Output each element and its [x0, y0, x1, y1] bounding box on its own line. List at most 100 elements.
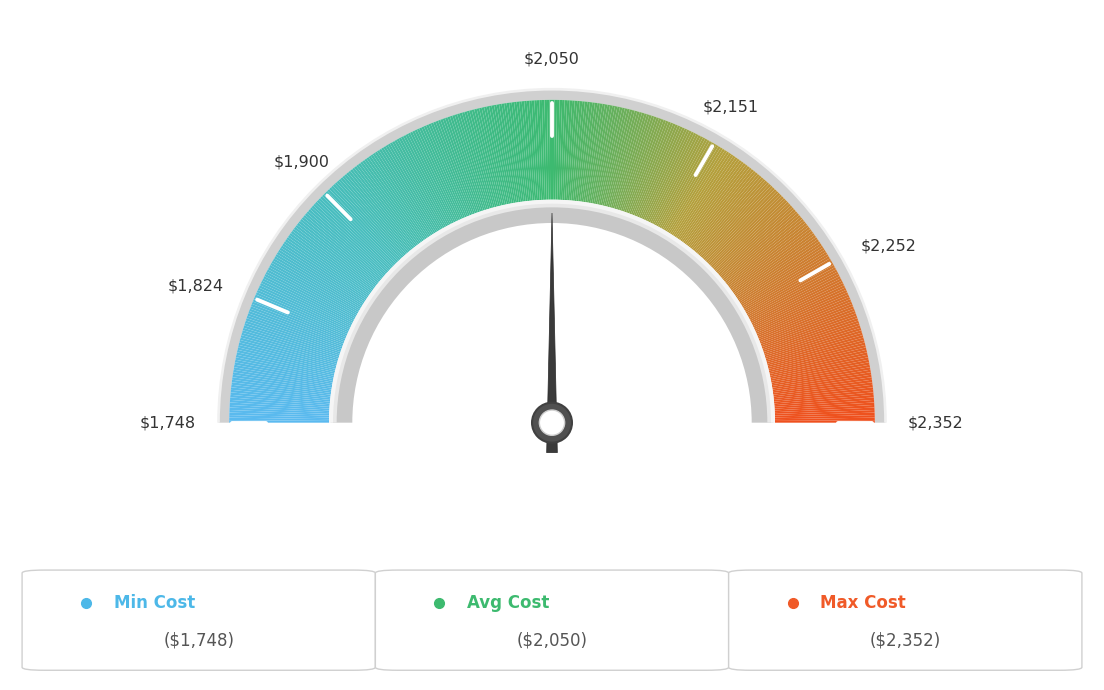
Wedge shape	[514, 102, 528, 201]
Wedge shape	[317, 200, 391, 270]
Wedge shape	[232, 377, 331, 393]
Wedge shape	[624, 117, 659, 213]
Wedge shape	[639, 126, 680, 218]
Wedge shape	[245, 321, 340, 354]
Wedge shape	[279, 248, 364, 303]
Wedge shape	[640, 126, 682, 219]
Wedge shape	[563, 100, 570, 200]
Wedge shape	[283, 244, 367, 300]
Wedge shape	[629, 120, 666, 214]
Wedge shape	[399, 137, 447, 226]
Wedge shape	[673, 152, 730, 236]
Wedge shape	[633, 121, 671, 215]
FancyBboxPatch shape	[729, 570, 1082, 670]
Wedge shape	[484, 106, 507, 205]
Wedge shape	[230, 397, 330, 407]
Wedge shape	[716, 206, 793, 274]
Wedge shape	[379, 149, 434, 235]
Wedge shape	[774, 393, 873, 404]
Wedge shape	[680, 159, 740, 242]
Wedge shape	[217, 88, 887, 423]
Wedge shape	[342, 175, 408, 253]
Wedge shape	[611, 111, 639, 208]
Wedge shape	[337, 181, 404, 257]
Wedge shape	[329, 199, 775, 423]
Wedge shape	[354, 166, 416, 246]
Wedge shape	[347, 172, 411, 251]
Wedge shape	[601, 108, 625, 206]
Wedge shape	[339, 179, 406, 255]
Wedge shape	[426, 124, 467, 217]
Wedge shape	[230, 402, 329, 411]
Wedge shape	[746, 265, 835, 315]
Wedge shape	[684, 163, 746, 244]
Wedge shape	[230, 408, 329, 414]
Wedge shape	[232, 375, 331, 391]
Wedge shape	[704, 188, 775, 262]
Wedge shape	[637, 124, 678, 217]
Wedge shape	[771, 362, 870, 383]
FancyBboxPatch shape	[375, 570, 729, 670]
Wedge shape	[390, 142, 442, 230]
Wedge shape	[237, 350, 335, 374]
Wedge shape	[561, 100, 567, 200]
Wedge shape	[566, 101, 575, 200]
Wedge shape	[709, 193, 781, 265]
Wedge shape	[331, 201, 773, 423]
Wedge shape	[461, 112, 491, 208]
Wedge shape	[385, 145, 438, 232]
Wedge shape	[311, 206, 388, 274]
Wedge shape	[307, 211, 383, 278]
Text: Avg Cost: Avg Cost	[467, 594, 550, 612]
Wedge shape	[775, 410, 874, 415]
Wedge shape	[773, 377, 872, 393]
Wedge shape	[256, 292, 348, 334]
Wedge shape	[613, 112, 643, 208]
Wedge shape	[756, 292, 848, 334]
Wedge shape	[230, 400, 330, 408]
Wedge shape	[683, 161, 744, 244]
Wedge shape	[364, 159, 424, 242]
Text: $2,050: $2,050	[524, 52, 580, 66]
Wedge shape	[320, 196, 393, 268]
Text: $1,748: $1,748	[140, 415, 195, 430]
Wedge shape	[326, 191, 396, 264]
Wedge shape	[758, 302, 852, 341]
Wedge shape	[627, 119, 664, 213]
Wedge shape	[238, 342, 336, 369]
Wedge shape	[730, 227, 810, 289]
Wedge shape	[587, 104, 605, 203]
Wedge shape	[735, 239, 819, 297]
Wedge shape	[308, 209, 384, 277]
Wedge shape	[231, 387, 330, 400]
Wedge shape	[294, 227, 374, 289]
Wedge shape	[274, 256, 361, 309]
Wedge shape	[609, 110, 637, 208]
Circle shape	[540, 410, 564, 435]
Wedge shape	[469, 110, 497, 207]
Wedge shape	[670, 149, 725, 235]
Wedge shape	[713, 200, 787, 270]
Wedge shape	[768, 347, 867, 373]
Wedge shape	[775, 420, 874, 423]
Wedge shape	[756, 295, 849, 336]
Wedge shape	[765, 328, 861, 359]
Wedge shape	[742, 254, 829, 308]
Wedge shape	[771, 357, 869, 380]
Wedge shape	[604, 109, 629, 206]
Wedge shape	[477, 108, 501, 206]
Wedge shape	[288, 235, 371, 295]
Wedge shape	[532, 100, 540, 200]
Wedge shape	[775, 405, 874, 412]
Wedge shape	[273, 258, 360, 310]
Wedge shape	[752, 278, 842, 324]
Wedge shape	[230, 413, 329, 417]
Text: $1,900: $1,900	[274, 155, 329, 170]
Wedge shape	[267, 269, 355, 318]
Wedge shape	[769, 353, 868, 376]
Wedge shape	[251, 304, 344, 342]
Wedge shape	[230, 420, 329, 423]
Wedge shape	[431, 123, 470, 216]
Wedge shape	[240, 340, 337, 367]
Wedge shape	[234, 367, 332, 386]
